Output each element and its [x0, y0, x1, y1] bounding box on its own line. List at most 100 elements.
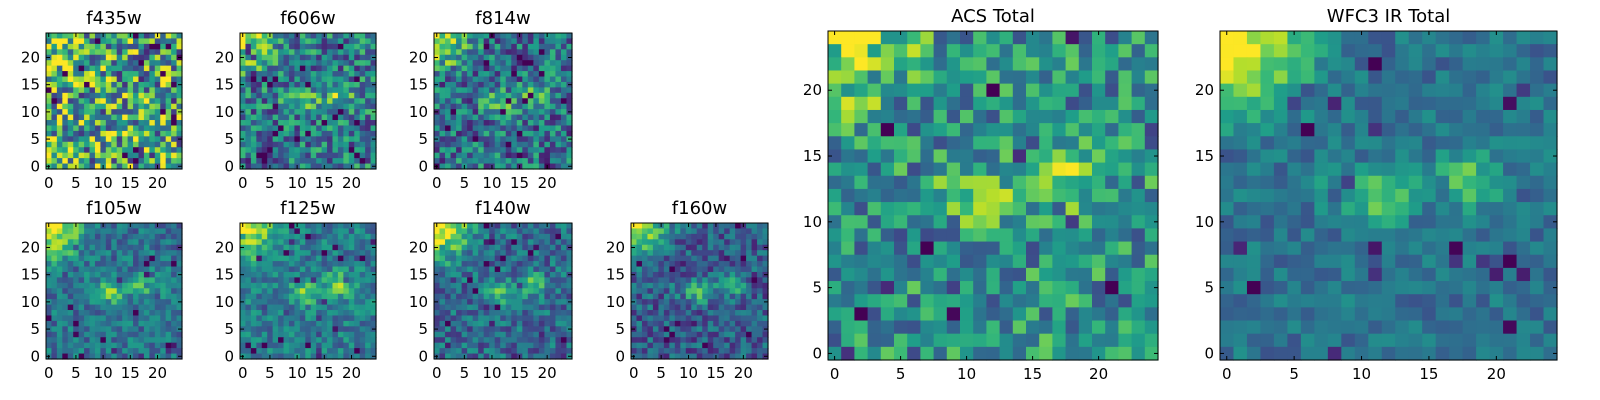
heatmap-cell	[713, 228, 720, 235]
heatmap-cell	[240, 60, 247, 67]
heatmap-cell	[533, 223, 540, 230]
heatmap-cell	[707, 271, 714, 278]
heatmap-cell	[359, 103, 366, 110]
heatmap-cell	[149, 250, 156, 257]
heatmap-cell	[256, 233, 263, 240]
heatmap-cell	[100, 152, 107, 159]
heatmap-cell	[250, 81, 257, 88]
heatmap-cell	[337, 87, 344, 94]
heatmap-cell	[735, 261, 742, 268]
heatmap-cell	[261, 228, 268, 235]
heatmap-cell	[56, 125, 63, 132]
heatmap-cell	[111, 288, 118, 295]
heatmap-cell	[566, 141, 573, 148]
heatmap-cell	[746, 293, 753, 300]
heatmap-cell	[305, 331, 312, 338]
heatmap-cell	[348, 71, 355, 78]
heatmap-cell	[171, 320, 178, 327]
heatmap-cell	[702, 337, 709, 344]
heatmap-cell	[51, 125, 58, 132]
heatmap-cell	[316, 282, 323, 289]
heatmap-cell	[116, 282, 123, 289]
heatmap-cell	[960, 83, 974, 98]
heatmap-cell	[46, 337, 53, 344]
heatmap-cell	[310, 81, 317, 88]
heatmap-cell	[478, 87, 485, 94]
heatmap-cell	[516, 114, 523, 121]
heatmap-cell	[483, 114, 490, 121]
heatmap-cell	[122, 114, 129, 121]
heatmap-cell	[663, 342, 670, 349]
heatmap-cell	[669, 304, 676, 311]
heatmap-cell	[94, 158, 101, 165]
heatmap-cell	[365, 271, 372, 278]
heatmap-cell	[261, 125, 268, 132]
heatmap-cell	[256, 271, 263, 278]
heatmap-cell	[105, 109, 112, 116]
heatmap-cell	[669, 342, 676, 349]
heatmap-cell	[51, 337, 58, 344]
heatmap-cell	[62, 348, 69, 355]
heatmap-cell	[1105, 109, 1119, 124]
heatmap-cell	[105, 261, 112, 268]
heatmap-cell	[78, 353, 85, 360]
heatmap-cell	[735, 277, 742, 284]
heatmap-cell	[434, 261, 441, 268]
heatmap-cell	[641, 293, 649, 300]
heatmap-cell	[316, 163, 323, 170]
heatmap-cell	[116, 244, 123, 251]
heatmap-cell	[986, 31, 1001, 45]
heatmap-cell	[867, 136, 882, 151]
heatmap-cell	[663, 353, 670, 360]
heatmap-cell	[456, 331, 463, 338]
heatmap-cell	[489, 38, 496, 45]
heatmap-cell	[78, 244, 85, 251]
heatmap-cell	[527, 103, 534, 110]
heatmap-cell	[445, 239, 452, 246]
heatmap-cell	[538, 293, 545, 300]
heatmap-cell	[250, 38, 257, 45]
heatmap-cell	[176, 120, 183, 127]
heatmap-cell	[337, 250, 344, 257]
heatmap-cell	[746, 233, 753, 240]
heatmap-cell	[691, 342, 698, 349]
heatmap-cell	[450, 76, 457, 83]
heatmap-cell	[445, 277, 452, 284]
heatmap-cell	[549, 271, 557, 278]
heatmap-cell	[505, 33, 512, 40]
heatmap-cell	[894, 31, 908, 45]
heatmap-cell	[240, 98, 247, 105]
heatmap-cell	[636, 223, 643, 230]
heatmap-cells	[46, 33, 183, 170]
heatmap-cell	[89, 250, 96, 257]
heatmap-cell	[154, 342, 161, 349]
heatmap-cell	[489, 326, 496, 333]
heatmap-cell	[89, 228, 96, 235]
heatmap-cell	[316, 98, 323, 105]
heatmap-cell	[658, 228, 665, 235]
heatmap-cell	[828, 70, 842, 85]
heatmap-cell	[680, 348, 687, 355]
heatmap-cell	[641, 310, 649, 317]
heatmap-cell	[272, 98, 279, 105]
heatmap-cell	[933, 202, 948, 216]
heatmap-cell	[56, 228, 63, 235]
heatmap-cell	[450, 223, 457, 230]
heatmap-cell	[46, 98, 53, 105]
heatmap-cell	[973, 175, 987, 190]
heatmap-cell	[283, 163, 290, 170]
heatmap-cell	[51, 233, 58, 240]
heatmap-cell	[461, 326, 468, 333]
heatmap-cell	[354, 266, 361, 273]
heatmap-cell	[439, 49, 446, 56]
heatmap-cell	[310, 92, 317, 99]
heatmap-cell	[505, 114, 512, 121]
heatmap-cell	[439, 348, 446, 355]
heatmap-cell	[316, 76, 323, 83]
heatmap-cell	[549, 342, 557, 349]
heatmap-cell	[566, 293, 573, 300]
heatmap-cell	[652, 228, 659, 235]
heatmap-cell	[370, 92, 377, 99]
heatmap-cell	[67, 81, 74, 88]
heatmap-cell	[533, 130, 540, 137]
